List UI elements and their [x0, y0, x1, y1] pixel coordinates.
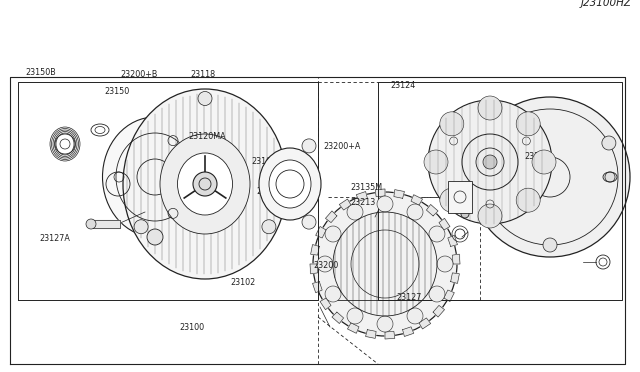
Polygon shape	[375, 189, 385, 196]
Text: J23100HZ: J23100HZ	[581, 0, 632, 8]
Text: 23200: 23200	[314, 262, 339, 270]
Polygon shape	[310, 264, 317, 274]
Ellipse shape	[269, 160, 311, 208]
Polygon shape	[316, 227, 326, 238]
Polygon shape	[433, 305, 445, 317]
Polygon shape	[320, 298, 331, 310]
Polygon shape	[419, 318, 431, 329]
Text: 23200+A: 23200+A	[323, 142, 360, 151]
Text: 23127A: 23127A	[40, 234, 70, 243]
Circle shape	[516, 188, 540, 212]
Ellipse shape	[177, 153, 232, 215]
Circle shape	[325, 286, 341, 302]
Circle shape	[470, 97, 630, 257]
Circle shape	[193, 172, 217, 196]
Circle shape	[478, 96, 502, 120]
Circle shape	[313, 192, 457, 336]
Polygon shape	[448, 235, 458, 246]
Text: 23150: 23150	[104, 87, 129, 96]
Circle shape	[377, 196, 393, 212]
Polygon shape	[385, 331, 395, 339]
Polygon shape	[312, 282, 322, 293]
Circle shape	[478, 204, 502, 228]
Text: 23213: 23213	[351, 198, 376, 207]
Ellipse shape	[102, 117, 207, 237]
Circle shape	[347, 204, 363, 220]
Polygon shape	[403, 327, 413, 336]
Text: 23120M: 23120M	[256, 187, 288, 196]
Polygon shape	[439, 218, 450, 230]
Polygon shape	[394, 190, 404, 198]
Circle shape	[377, 316, 393, 332]
Circle shape	[484, 136, 498, 150]
Circle shape	[147, 229, 163, 245]
Text: 23127: 23127	[397, 293, 422, 302]
Circle shape	[262, 220, 276, 234]
Circle shape	[440, 112, 464, 136]
Polygon shape	[339, 199, 351, 210]
Polygon shape	[326, 211, 337, 222]
Polygon shape	[93, 220, 120, 228]
Circle shape	[429, 286, 445, 302]
Circle shape	[347, 308, 363, 324]
Text: 23118: 23118	[190, 70, 215, 79]
Circle shape	[302, 215, 316, 229]
Circle shape	[302, 139, 316, 153]
Text: 23150B: 23150B	[26, 68, 56, 77]
FancyBboxPatch shape	[448, 181, 472, 213]
Polygon shape	[332, 312, 344, 324]
Circle shape	[532, 150, 556, 174]
Circle shape	[134, 220, 148, 234]
Polygon shape	[426, 205, 438, 216]
Text: 23102: 23102	[230, 278, 255, 287]
Circle shape	[461, 210, 469, 218]
Circle shape	[317, 256, 333, 272]
Polygon shape	[452, 254, 460, 264]
Circle shape	[429, 226, 445, 242]
Circle shape	[437, 256, 453, 272]
Circle shape	[325, 226, 341, 242]
Text: 23120MA: 23120MA	[189, 132, 227, 141]
Polygon shape	[365, 330, 376, 339]
Circle shape	[198, 92, 212, 106]
Polygon shape	[411, 195, 422, 205]
Circle shape	[516, 112, 540, 136]
Polygon shape	[451, 273, 460, 283]
Ellipse shape	[123, 89, 287, 279]
Text: 23156: 23156	[525, 152, 550, 161]
Circle shape	[86, 219, 96, 229]
Text: 23200+B: 23200+B	[120, 70, 157, 79]
Polygon shape	[310, 244, 319, 255]
Circle shape	[407, 308, 423, 324]
Circle shape	[424, 150, 448, 174]
Circle shape	[407, 204, 423, 220]
Ellipse shape	[603, 172, 617, 182]
Circle shape	[602, 136, 616, 150]
Circle shape	[483, 155, 497, 169]
Ellipse shape	[259, 148, 321, 220]
Text: 23135M: 23135M	[351, 183, 383, 192]
Circle shape	[440, 188, 464, 212]
Polygon shape	[348, 323, 359, 333]
Polygon shape	[356, 192, 367, 201]
Polygon shape	[444, 290, 454, 301]
Circle shape	[428, 100, 552, 224]
Text: 23100: 23100	[179, 323, 204, 332]
Text: 23124: 23124	[390, 81, 415, 90]
Circle shape	[462, 134, 518, 190]
Text: 23109: 23109	[252, 157, 276, 166]
Ellipse shape	[160, 134, 250, 234]
Circle shape	[543, 238, 557, 252]
